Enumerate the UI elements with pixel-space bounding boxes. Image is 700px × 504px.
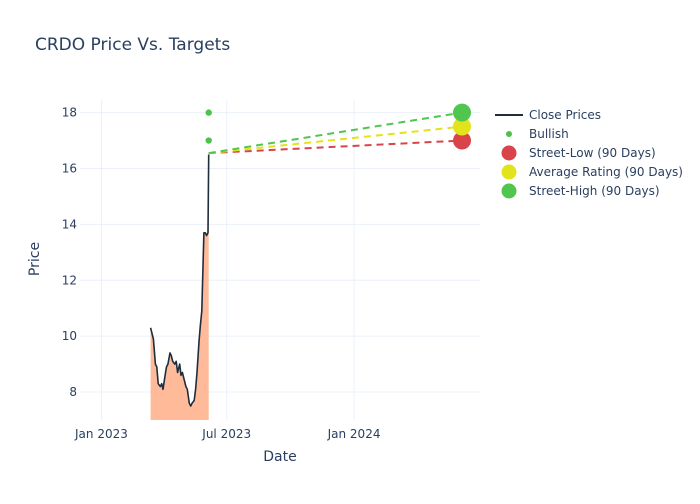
- x-axis-title: Date: [263, 449, 296, 465]
- legend-target-symbol-0: [501, 145, 517, 161]
- bullish-point-1: [205, 137, 212, 144]
- y-tick-label-2: 12: [62, 273, 77, 287]
- target-lines: [208, 111, 463, 155]
- legend-target-symbol-2: [501, 183, 517, 199]
- target-marker-0: [453, 131, 472, 150]
- legend-close-prices-label: Close Prices: [529, 108, 601, 122]
- x-tick-label-2: Jan 2024: [327, 427, 381, 441]
- y-tick-label-1: 10: [62, 329, 77, 343]
- chart-title: CRDO Price Vs. Targets: [35, 35, 230, 55]
- y-axis-title: Price: [27, 242, 43, 276]
- legend-bullish-symbol: [506, 131, 512, 137]
- y-tick-label-0: 8: [69, 385, 77, 399]
- target-marker-1: [453, 117, 472, 136]
- price-area: [150, 154, 209, 420]
- target-marker-2: [453, 103, 472, 122]
- legend: Close Prices Bullish Street-Low (90 Days) A…: [495, 108, 683, 199]
- grid-lines: [80, 100, 480, 420]
- close-price-line: [149, 154, 210, 407]
- bullish-point-0: [205, 109, 212, 116]
- legend-target-symbol-1: [501, 164, 517, 180]
- legend-target-label-2: Street-High (90 Days): [529, 184, 660, 198]
- legend-target-label-1: Average Rating (90 Days): [529, 165, 683, 179]
- y-tick-label-3: 14: [62, 217, 77, 231]
- legend-bullish-label: Bullish: [529, 127, 569, 141]
- price-line-layer: [149, 154, 210, 407]
- x-tick-label-1: Jul 2023: [201, 427, 251, 441]
- legend-target-label-0: Street-Low (90 Days): [529, 146, 656, 160]
- target-line-2: [208, 111, 463, 155]
- y-tick-label-5: 18: [62, 106, 77, 120]
- y-tick-label-4: 16: [62, 161, 77, 175]
- close-price-area: [150, 154, 209, 420]
- marker-layer: [205, 103, 472, 150]
- axis-tick-labels: 8 10 12 14 16 18 Jan 2023 Jul 2023 Jan 2024: [62, 106, 381, 441]
- target-line-0: [208, 139, 463, 155]
- x-tick-label-0: Jan 2023: [74, 427, 128, 441]
- target-line-1: [208, 125, 463, 155]
